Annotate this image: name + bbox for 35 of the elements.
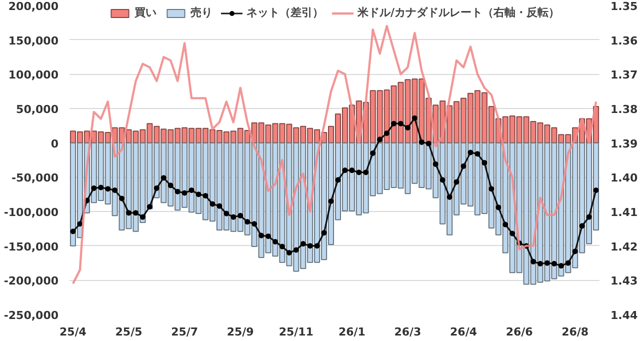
x-tick-label: 25/5 [115, 326, 142, 338]
y2-tick-label: 1.38 [610, 103, 638, 116]
y2-tick-label: 1.42 [610, 240, 638, 254]
legend-label: 買い [134, 5, 156, 20]
y2-tick-label: 1.41 [610, 206, 638, 219]
y2-tick-label: 1.44 [610, 309, 638, 322]
legend-label: 売り [190, 5, 212, 20]
y2-tick-label: 1.35 [610, 0, 638, 13]
x-tick-label: 26/6 [506, 326, 534, 338]
y2-tick-label: 1.36 [610, 34, 638, 48]
x-tick-label: 25/11 [278, 326, 314, 338]
y-tick-label: 200,000 [8, 0, 59, 13]
y-tick-label: 50,000 [16, 103, 59, 116]
y2-tick-label: 1.43 [610, 274, 638, 288]
y2-tick-label: 1.37 [610, 68, 638, 82]
y-tick-label: 150,000 [8, 34, 59, 48]
legend-label: ネット（差引） [246, 5, 324, 20]
y-tick-label: -200,000 [4, 274, 59, 288]
x-tick-label: 26/1 [338, 326, 366, 338]
y2-tick-label: 1.39 [610, 137, 638, 150]
x-tick-label: 26/3 [394, 326, 422, 338]
y-tick-label: 100,000 [8, 68, 59, 82]
x-tick-label: 25/4 [59, 326, 87, 338]
legend-label: 米ドル/カナダドルレート（右軸・反転） [357, 5, 560, 20]
line-series [72, 25, 598, 285]
x-tick-label: 26/8 [562, 326, 589, 338]
y-tick-label: 0 [50, 137, 59, 150]
x-tick-label: 25/9 [226, 326, 254, 338]
x-tick-label: 26/4 [450, 326, 478, 338]
y-tick-label: -250,000 [4, 309, 59, 322]
y-tick-label: -150,000 [4, 240, 59, 254]
y-tick-label: -50,000 [11, 172, 59, 185]
y-tick-label: -100,000 [4, 206, 59, 219]
x-tick-label: 25/7 [171, 326, 198, 338]
y2-tick-label: 1.40 [610, 172, 638, 185]
